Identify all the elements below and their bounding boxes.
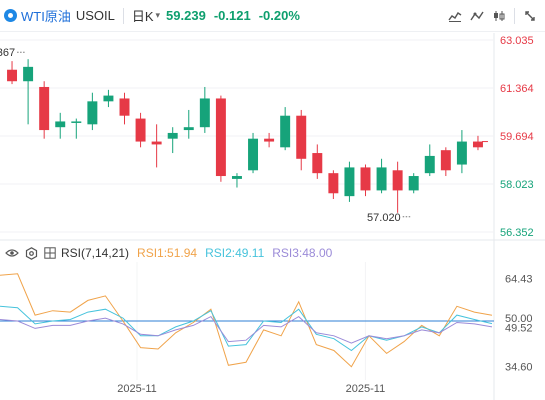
candle-body — [7, 69, 18, 82]
candle-body — [135, 118, 146, 142]
candle-body — [167, 132, 178, 139]
candle-type-icon[interactable] — [488, 6, 510, 26]
candle-body — [280, 115, 291, 148]
candle-body — [151, 141, 162, 145]
candle-body — [55, 121, 66, 128]
price-tick-label: 61.364 — [500, 83, 534, 95]
candle-body — [328, 173, 339, 194]
chevron-down-icon[interactable]: ▾ — [155, 10, 161, 20]
candle-body — [360, 167, 371, 191]
candle-body — [199, 98, 210, 128]
price-tick-label: 56.352 — [500, 227, 534, 239]
candle-body — [472, 141, 483, 148]
candle-body — [264, 138, 275, 142]
rsi-series-rsi1 — [0, 273, 493, 368]
candle-body — [23, 66, 34, 82]
settings-icon[interactable] — [23, 245, 39, 261]
candle-body — [392, 170, 403, 191]
price-change: -0.121 — [213, 8, 251, 23]
candle-body — [296, 115, 307, 159]
candle-body — [71, 121, 82, 123]
symbol-code: USOIL — [75, 8, 115, 23]
last-price: 59.239 — [166, 8, 206, 23]
candle-body — [424, 155, 435, 174]
symbol-dot-icon — [4, 9, 17, 22]
candle-body — [408, 176, 419, 191]
symbol-name[interactable]: WTI原油 — [21, 9, 71, 24]
candle-body — [248, 138, 259, 171]
price-annotation: 57.020 — [367, 212, 401, 224]
header-divider — [122, 7, 124, 24]
rsi-tick-label: 34.60 — [505, 361, 533, 373]
x-axis-date-label: 2025-11 — [346, 383, 386, 395]
price-tick-label: 59.694 — [500, 131, 534, 143]
toolbar — [444, 6, 541, 26]
rsi-series-rsi2 — [0, 305, 493, 352]
chart-header: WTI原油 USOIL 日K ▾ 59.239 -0.121 -0.20% — [0, 0, 545, 32]
candle-body — [215, 98, 226, 177]
candle-body — [440, 150, 451, 171]
rsi2-value: RSI2:49.11 — [205, 246, 265, 260]
price-annotation: 62.367 — [0, 47, 15, 59]
candle-body — [312, 153, 323, 174]
rsi-tick-label: 49.52 — [505, 322, 533, 334]
fullscreen-icon[interactable] — [519, 6, 541, 26]
price-tick-label: 63.035 — [500, 35, 534, 47]
rsi-series-rsi3 — [0, 315, 493, 344]
rsi3-value: RSI3:48.00 — [272, 246, 333, 260]
price-tick-label: 58.023 — [500, 179, 534, 191]
candle-body — [344, 167, 355, 197]
candle-body — [87, 101, 98, 125]
x-axis-date-label: 2025-11 — [117, 383, 157, 395]
price-change-pct: -0.20% — [258, 8, 300, 23]
rsi-tick-label: 64.43 — [505, 273, 533, 285]
period-selector[interactable]: 日K — [131, 9, 154, 24]
draw-tool-icon[interactable] — [466, 6, 488, 26]
candle-body — [39, 86, 50, 131]
rsi1-value: RSI1:51.94 — [137, 246, 198, 260]
rsi-legend: RSI(7,14,21) RSI1:51.94 RSI2:49.11 RSI3:… — [4, 243, 332, 263]
rsi-tick-label: 50.00 — [505, 313, 533, 325]
toolbar-divider — [514, 8, 515, 24]
candle-body — [119, 98, 130, 116]
candle-body — [376, 167, 387, 191]
indicator-select-icon[interactable] — [42, 245, 58, 261]
candle-body — [103, 95, 114, 102]
candle-body — [183, 127, 194, 131]
candle-body — [456, 141, 467, 165]
eye-icon[interactable] — [4, 245, 20, 261]
candle-body — [231, 176, 242, 179]
rsi-title: RSI(7,14,21) — [61, 246, 130, 260]
line-chart-icon[interactable] — [444, 6, 466, 26]
